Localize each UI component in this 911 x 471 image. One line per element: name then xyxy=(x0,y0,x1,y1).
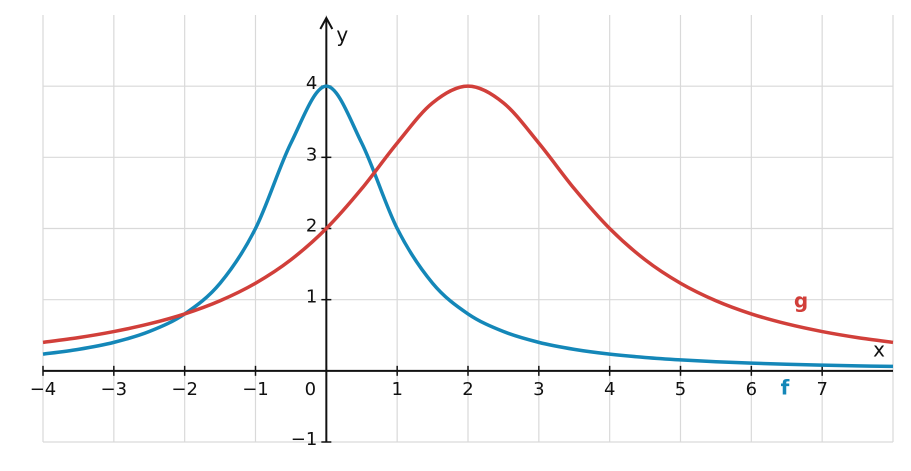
y-tick-label: 2 xyxy=(306,216,317,237)
y-tick-label: 3 xyxy=(306,144,317,165)
x-tick-label: −4 xyxy=(30,379,57,400)
x-tick-label: 1 xyxy=(391,379,402,400)
y-tick-label: −1 xyxy=(291,429,318,450)
x-tick-label: 0 xyxy=(305,379,316,400)
curve xyxy=(42,84,894,345)
x-tick-label: 4 xyxy=(604,379,615,400)
x-tick-label: 5 xyxy=(675,379,686,400)
y-axis-label: y xyxy=(336,23,348,47)
x-tick-label: 2 xyxy=(462,379,473,400)
series-label: f xyxy=(781,376,790,400)
x-axis-label: x xyxy=(873,337,885,361)
y-tick-label: 4 xyxy=(306,73,317,94)
y-axis-arrow xyxy=(319,15,334,30)
x-tick-label: 7 xyxy=(816,379,827,400)
x-tick-label: 6 xyxy=(746,379,757,400)
x-tick-label: −2 xyxy=(171,379,198,400)
series-label: g xyxy=(794,289,808,313)
x-tick-label: −3 xyxy=(101,379,128,400)
x-tick-label: 3 xyxy=(533,379,544,400)
y-tick-label: 1 xyxy=(306,287,317,308)
x-tick-label: −1 xyxy=(242,379,269,400)
